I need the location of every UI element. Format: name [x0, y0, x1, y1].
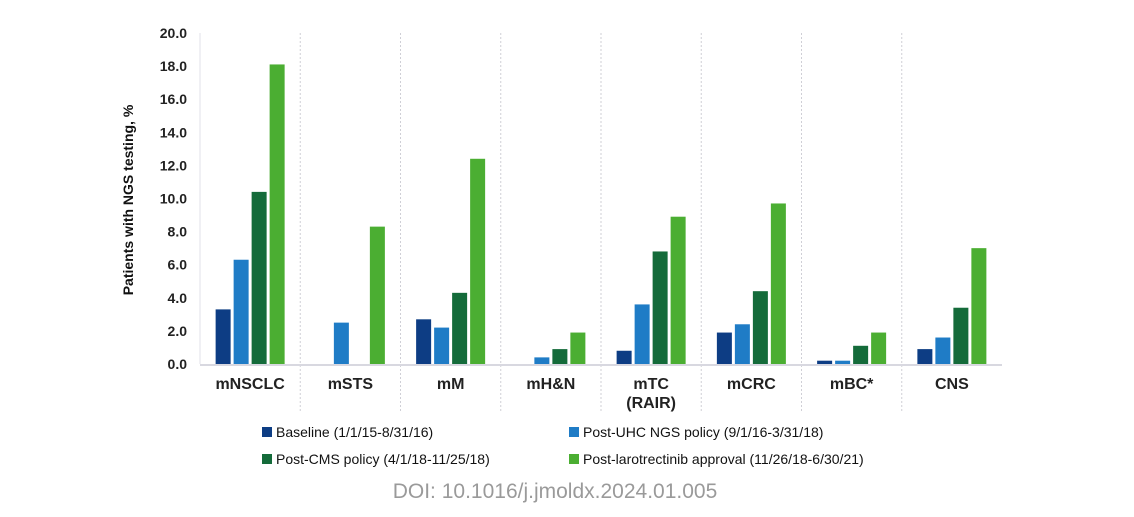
x-category-label: mSTS: [328, 376, 374, 393]
bar: [634, 304, 650, 364]
x-category-label: mH&N: [526, 376, 575, 393]
y-tick-label: 14.0: [160, 124, 187, 140]
y-axis-label: Patients with NGS testing, %: [120, 104, 136, 295]
legend-item-post-larotrectinib: Post-larotrectinib approval (11/26/18-6/…: [569, 451, 864, 467]
group-separators: [299, 33, 903, 412]
bar: [416, 319, 432, 364]
bar: [369, 226, 385, 364]
bar: [333, 322, 349, 364]
legend-item-baseline: Baseline (1/1/15-8/31/16): [262, 424, 433, 440]
bar: [251, 191, 267, 364]
bar: [752, 291, 768, 364]
bar: [817, 360, 833, 364]
bar: [853, 345, 869, 364]
bar-chart: 0.02.04.06.08.010.012.014.016.018.020.0 …: [120, 25, 1002, 412]
bar: [670, 216, 686, 364]
y-tick-label: 18.0: [160, 58, 187, 74]
y-axis-ticks: 0.0 2.0 4.0 6.0 8.0 10.0 12.0 14.0 16.0 18.0 20.0: [160, 25, 187, 372]
bar: [971, 248, 987, 364]
doi-caption: DOI: 10.1016/j.jmoldx.2024.01.005: [392, 480, 718, 503]
bar: [716, 332, 732, 364]
x-category-label: mNSCLC: [215, 376, 285, 393]
x-category-label: mCRC: [727, 376, 776, 393]
bar: [434, 327, 450, 364]
bar: [452, 292, 468, 364]
y-tick-label: 12.0: [160, 157, 187, 173]
y-tick-label: 10.0: [160, 191, 187, 207]
y-tick-label: 16.0: [160, 91, 187, 107]
bar: [470, 158, 486, 364]
legend-label: Post-larotrectinib approval (11/26/18-6/…: [583, 451, 864, 467]
bar: [616, 350, 632, 364]
bar: [233, 259, 249, 364]
bar: [269, 64, 285, 364]
bar: [835, 360, 851, 364]
y-tick-label: 8.0: [168, 224, 188, 240]
x-category-label: mM: [437, 376, 465, 393]
bar: [734, 324, 750, 364]
x-category-label: mTC: [633, 376, 669, 393]
legend-label: Post-CMS policy (4/1/18-11/25/18): [276, 451, 490, 467]
bar: [871, 332, 887, 364]
bar: [917, 349, 933, 364]
legend-item-post-uhc: Post-UHC NGS policy (9/1/16-3/31/18): [569, 424, 823, 440]
legend-swatch: [262, 427, 272, 437]
bar: [534, 357, 550, 364]
legend-label: Baseline (1/1/15-8/31/16): [276, 424, 434, 440]
legend-label: Post-UHC NGS policy (9/1/16-3/31/18): [583, 424, 824, 440]
bar: [935, 337, 951, 364]
y-tick-label: 0.0: [168, 356, 188, 372]
legend-swatch: [262, 454, 272, 464]
x-axis-categories: mNSCLC mSTS mM mH&N mTC (RAIR) mCRC mBC* CNS: [215, 376, 969, 412]
y-tick-label: 2.0: [168, 323, 188, 339]
legend-swatch: [569, 427, 579, 437]
bar: [215, 309, 231, 364]
bar: [770, 203, 786, 364]
x-category-label: mBC*: [830, 376, 874, 393]
y-tick-label: 4.0: [168, 290, 188, 306]
bar: [570, 332, 586, 364]
legend-item-post-cms: Post-CMS policy (4/1/18-11/25/18): [262, 451, 490, 467]
bar: [652, 251, 668, 364]
y-tick-label: 20.0: [160, 25, 187, 41]
legend-swatch: [569, 454, 579, 464]
y-tick-label: 6.0: [168, 257, 188, 273]
bars: [215, 64, 987, 364]
bar: [552, 349, 568, 364]
x-category-label: CNS: [935, 376, 969, 393]
x-category-label: (RAIR): [626, 395, 676, 412]
bar: [953, 307, 969, 364]
